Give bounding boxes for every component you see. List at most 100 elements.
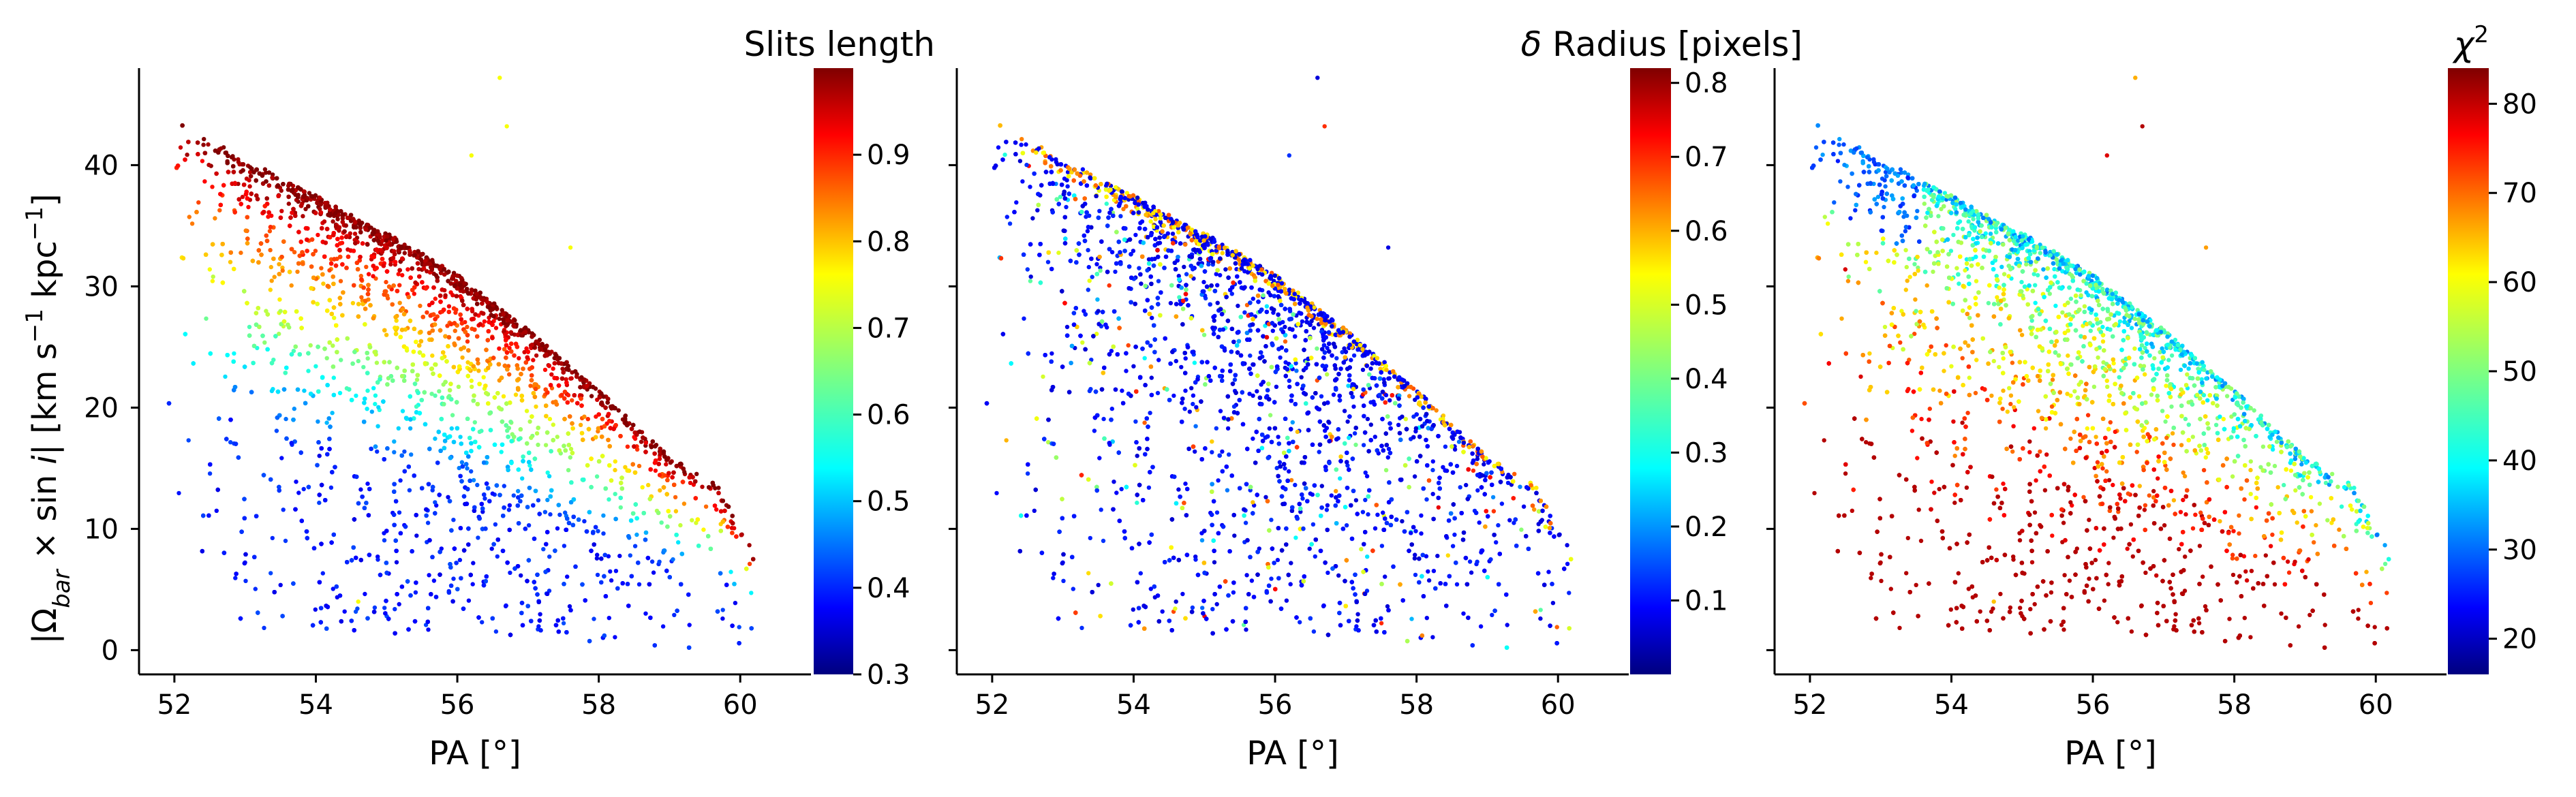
data-point [497, 346, 502, 351]
data-point [426, 627, 431, 632]
data-point [206, 142, 211, 147]
data-point [281, 507, 286, 512]
data-point [720, 616, 725, 621]
data-point [536, 498, 541, 503]
data-point [402, 251, 407, 255]
data-point [450, 413, 455, 418]
data-point [616, 408, 621, 413]
data-point [369, 409, 374, 414]
data-point [482, 319, 487, 324]
data-point [534, 353, 539, 358]
data-point [613, 569, 619, 574]
data-point [393, 607, 397, 612]
data-point [465, 466, 470, 471]
data-point [549, 372, 554, 377]
data-point [427, 302, 432, 307]
data-point [269, 571, 273, 576]
data-point [292, 250, 297, 255]
data-point [339, 358, 343, 362]
data-point [714, 507, 719, 512]
data-point [331, 219, 335, 224]
data-point [497, 316, 502, 322]
data-point [324, 420, 329, 425]
data-point [232, 351, 236, 356]
data-point [407, 488, 412, 493]
data-point [414, 377, 420, 382]
data-point [513, 392, 519, 397]
data-point [409, 452, 414, 457]
data-point [601, 513, 606, 518]
data-point [382, 606, 387, 610]
data-point [747, 543, 752, 548]
data-point [433, 393, 438, 398]
data-point [400, 272, 405, 278]
data-point [613, 459, 617, 464]
data-point [592, 616, 596, 621]
data-point [465, 339, 470, 344]
data-point [337, 390, 343, 396]
data-point [606, 554, 611, 559]
data-point [178, 145, 183, 150]
data-point [332, 315, 337, 320]
data-point [437, 389, 442, 394]
data-point [480, 510, 485, 514]
data-point [694, 471, 699, 476]
data-point [617, 553, 622, 559]
data-point [507, 372, 512, 377]
data-point [471, 561, 476, 565]
data-point [508, 420, 513, 424]
data-point [303, 206, 308, 212]
data-point [301, 486, 306, 492]
data-point [526, 523, 532, 528]
data-point [296, 490, 301, 495]
data-point [286, 201, 291, 206]
data-point [585, 417, 590, 422]
data-point [247, 170, 253, 174]
data-point [653, 468, 658, 473]
data-point [547, 589, 552, 593]
data-point [262, 625, 266, 630]
data-point [564, 377, 568, 381]
data-point [247, 178, 251, 183]
data-point [563, 510, 568, 515]
data-point [660, 624, 666, 629]
data-point [548, 512, 553, 517]
data-point [506, 364, 511, 369]
data-point [365, 356, 370, 361]
data-point [365, 481, 370, 486]
data-point [451, 576, 456, 581]
data-point [524, 346, 529, 351]
data-point [609, 578, 614, 583]
data-point [625, 444, 630, 449]
data-point [384, 332, 389, 337]
data-point [703, 504, 709, 509]
data-point [543, 443, 549, 448]
data-point [375, 424, 380, 428]
data-point [534, 431, 540, 436]
data-point [397, 601, 401, 607]
data-points [166, 76, 756, 650]
data-point [561, 621, 566, 626]
data-point [451, 518, 456, 522]
data-point [279, 456, 284, 460]
data-point [277, 297, 282, 302]
data-point [177, 490, 181, 496]
data-point [210, 279, 215, 283]
data-point [531, 358, 536, 362]
data-point [425, 520, 431, 525]
data-point [196, 200, 201, 205]
data-point [228, 440, 233, 445]
data-point [279, 208, 284, 213]
data-point [217, 208, 222, 213]
data-point [476, 361, 480, 366]
data-point [331, 375, 336, 380]
data-point [720, 608, 725, 612]
data-point [322, 219, 327, 224]
data-point [384, 279, 388, 285]
data-point [595, 552, 600, 557]
data-point [607, 497, 611, 502]
data-point [657, 456, 662, 461]
data-point [470, 582, 475, 587]
data-point [601, 531, 606, 536]
